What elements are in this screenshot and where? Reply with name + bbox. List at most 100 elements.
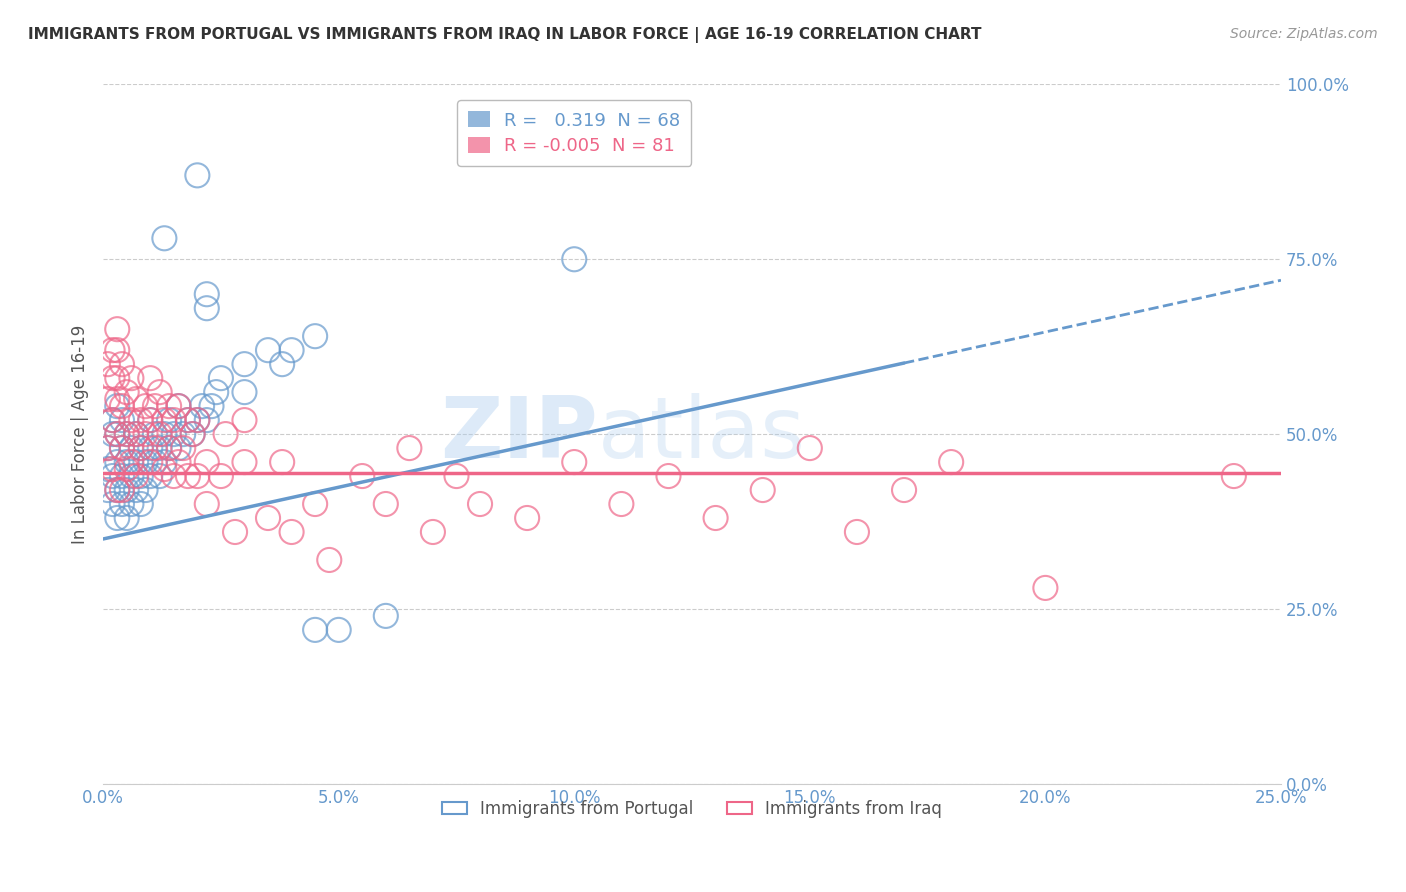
Point	[149, 469, 172, 483]
Point	[129, 469, 152, 483]
Point	[704, 511, 727, 525]
Point	[105, 427, 128, 442]
Point	[105, 392, 128, 406]
Point	[941, 455, 963, 469]
Point	[101, 427, 124, 442]
Point	[153, 427, 176, 442]
Point	[167, 441, 190, 455]
Point	[233, 385, 256, 400]
Point	[233, 413, 256, 427]
Point	[163, 469, 186, 483]
Point	[177, 413, 200, 427]
Point	[105, 371, 128, 385]
Point	[135, 483, 157, 497]
Point	[304, 329, 326, 343]
Point	[845, 524, 868, 539]
Point	[271, 357, 294, 371]
Point	[157, 441, 180, 455]
Text: atlas: atlas	[598, 392, 806, 475]
Point	[101, 469, 124, 483]
Point	[191, 399, 214, 413]
Point	[1035, 581, 1057, 595]
Point	[374, 608, 396, 623]
Point	[143, 427, 166, 442]
Point	[516, 511, 538, 525]
Point	[143, 441, 166, 455]
Point	[105, 511, 128, 525]
Point	[125, 427, 148, 442]
Point	[181, 427, 204, 442]
Point	[209, 371, 232, 385]
Point	[422, 524, 444, 539]
Point	[105, 455, 128, 469]
Point	[120, 497, 142, 511]
Point	[195, 287, 218, 301]
Point	[153, 462, 176, 476]
Point	[139, 413, 162, 427]
Point	[186, 413, 208, 427]
Point	[167, 399, 190, 413]
Point	[115, 427, 138, 442]
Point	[233, 455, 256, 469]
Point	[115, 427, 138, 442]
Point	[111, 399, 134, 413]
Point	[135, 399, 157, 413]
Point	[271, 455, 294, 469]
Point	[97, 483, 120, 497]
Point	[167, 455, 190, 469]
Point	[167, 399, 190, 413]
Point	[105, 343, 128, 358]
Point	[101, 462, 124, 476]
Point	[398, 441, 420, 455]
Point	[139, 469, 162, 483]
Point	[111, 413, 134, 427]
Point	[111, 441, 134, 455]
Point	[139, 371, 162, 385]
Point	[101, 371, 124, 385]
Point	[115, 455, 138, 469]
Point	[209, 469, 232, 483]
Point	[562, 252, 585, 267]
Point	[186, 413, 208, 427]
Point	[105, 483, 128, 497]
Point	[352, 469, 374, 483]
Point	[115, 511, 138, 525]
Point	[186, 469, 208, 483]
Point	[195, 413, 218, 427]
Point	[186, 169, 208, 183]
Point	[105, 399, 128, 413]
Point	[125, 455, 148, 469]
Point	[129, 441, 152, 455]
Point	[181, 427, 204, 442]
Point	[97, 462, 120, 476]
Point	[195, 497, 218, 511]
Point	[304, 497, 326, 511]
Point	[129, 497, 152, 511]
Point	[135, 455, 157, 469]
Point	[120, 371, 142, 385]
Point	[163, 413, 186, 427]
Point	[125, 427, 148, 442]
Point	[157, 399, 180, 413]
Point	[280, 524, 302, 539]
Point	[233, 357, 256, 371]
Point	[105, 322, 128, 336]
Point	[101, 413, 124, 427]
Y-axis label: In Labor Force | Age 16-19: In Labor Force | Age 16-19	[72, 325, 89, 544]
Point	[115, 483, 138, 497]
Point	[177, 413, 200, 427]
Point	[105, 427, 128, 442]
Point	[149, 427, 172, 442]
Point	[101, 497, 124, 511]
Point	[129, 413, 152, 427]
Point	[101, 343, 124, 358]
Point	[143, 455, 166, 469]
Point	[115, 385, 138, 400]
Legend: Immigrants from Portugal, Immigrants from Iraq: Immigrants from Portugal, Immigrants fro…	[436, 793, 949, 824]
Point	[200, 399, 222, 413]
Point	[318, 553, 340, 567]
Point	[111, 483, 134, 497]
Point	[893, 483, 915, 497]
Point	[125, 483, 148, 497]
Point	[97, 441, 120, 455]
